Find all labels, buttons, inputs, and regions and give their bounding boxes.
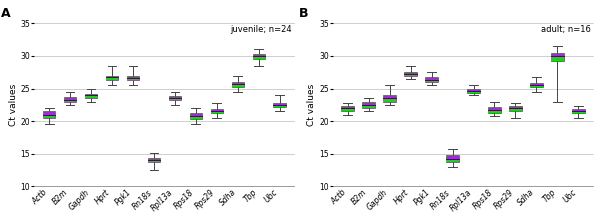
Bar: [169, 96, 181, 100]
Bar: [85, 94, 97, 98]
Bar: [488, 110, 501, 113]
Bar: [341, 106, 354, 111]
Bar: [211, 111, 223, 113]
Text: B: B: [299, 7, 309, 20]
Bar: [404, 73, 417, 75]
Bar: [404, 72, 417, 75]
Bar: [274, 105, 286, 107]
Bar: [425, 77, 438, 82]
Bar: [274, 103, 286, 107]
Bar: [572, 110, 584, 113]
Bar: [148, 158, 160, 162]
Bar: [106, 77, 118, 80]
Y-axis label: Ct values: Ct values: [307, 84, 316, 126]
Bar: [169, 98, 181, 100]
Bar: [362, 102, 375, 108]
Bar: [383, 95, 396, 102]
Bar: [43, 115, 55, 118]
Bar: [551, 53, 563, 60]
Bar: [446, 159, 459, 162]
Bar: [64, 97, 76, 102]
Bar: [530, 83, 543, 87]
Bar: [85, 95, 97, 98]
Bar: [148, 160, 160, 162]
Bar: [253, 54, 265, 59]
Bar: [530, 85, 543, 87]
Bar: [211, 110, 223, 113]
Bar: [509, 108, 522, 111]
Bar: [127, 75, 139, 80]
Bar: [572, 111, 584, 113]
Bar: [467, 91, 480, 93]
Bar: [362, 105, 375, 108]
Bar: [488, 107, 501, 113]
Y-axis label: Ct values: Ct values: [9, 84, 18, 126]
Text: A: A: [1, 7, 10, 20]
Bar: [232, 84, 244, 87]
Bar: [425, 80, 438, 82]
Bar: [551, 56, 563, 61]
Bar: [383, 98, 396, 102]
Bar: [446, 155, 459, 162]
Bar: [190, 116, 202, 119]
Bar: [253, 56, 265, 59]
Bar: [341, 108, 354, 111]
Text: adult; n=16: adult; n=16: [541, 25, 590, 34]
Text: juvenile; n=24: juvenile; n=24: [230, 25, 292, 34]
Bar: [127, 78, 139, 80]
Bar: [509, 106, 522, 111]
Bar: [43, 111, 55, 118]
Bar: [467, 89, 480, 93]
Bar: [106, 75, 118, 80]
Bar: [64, 100, 76, 102]
Bar: [190, 113, 202, 119]
Bar: [232, 82, 244, 87]
